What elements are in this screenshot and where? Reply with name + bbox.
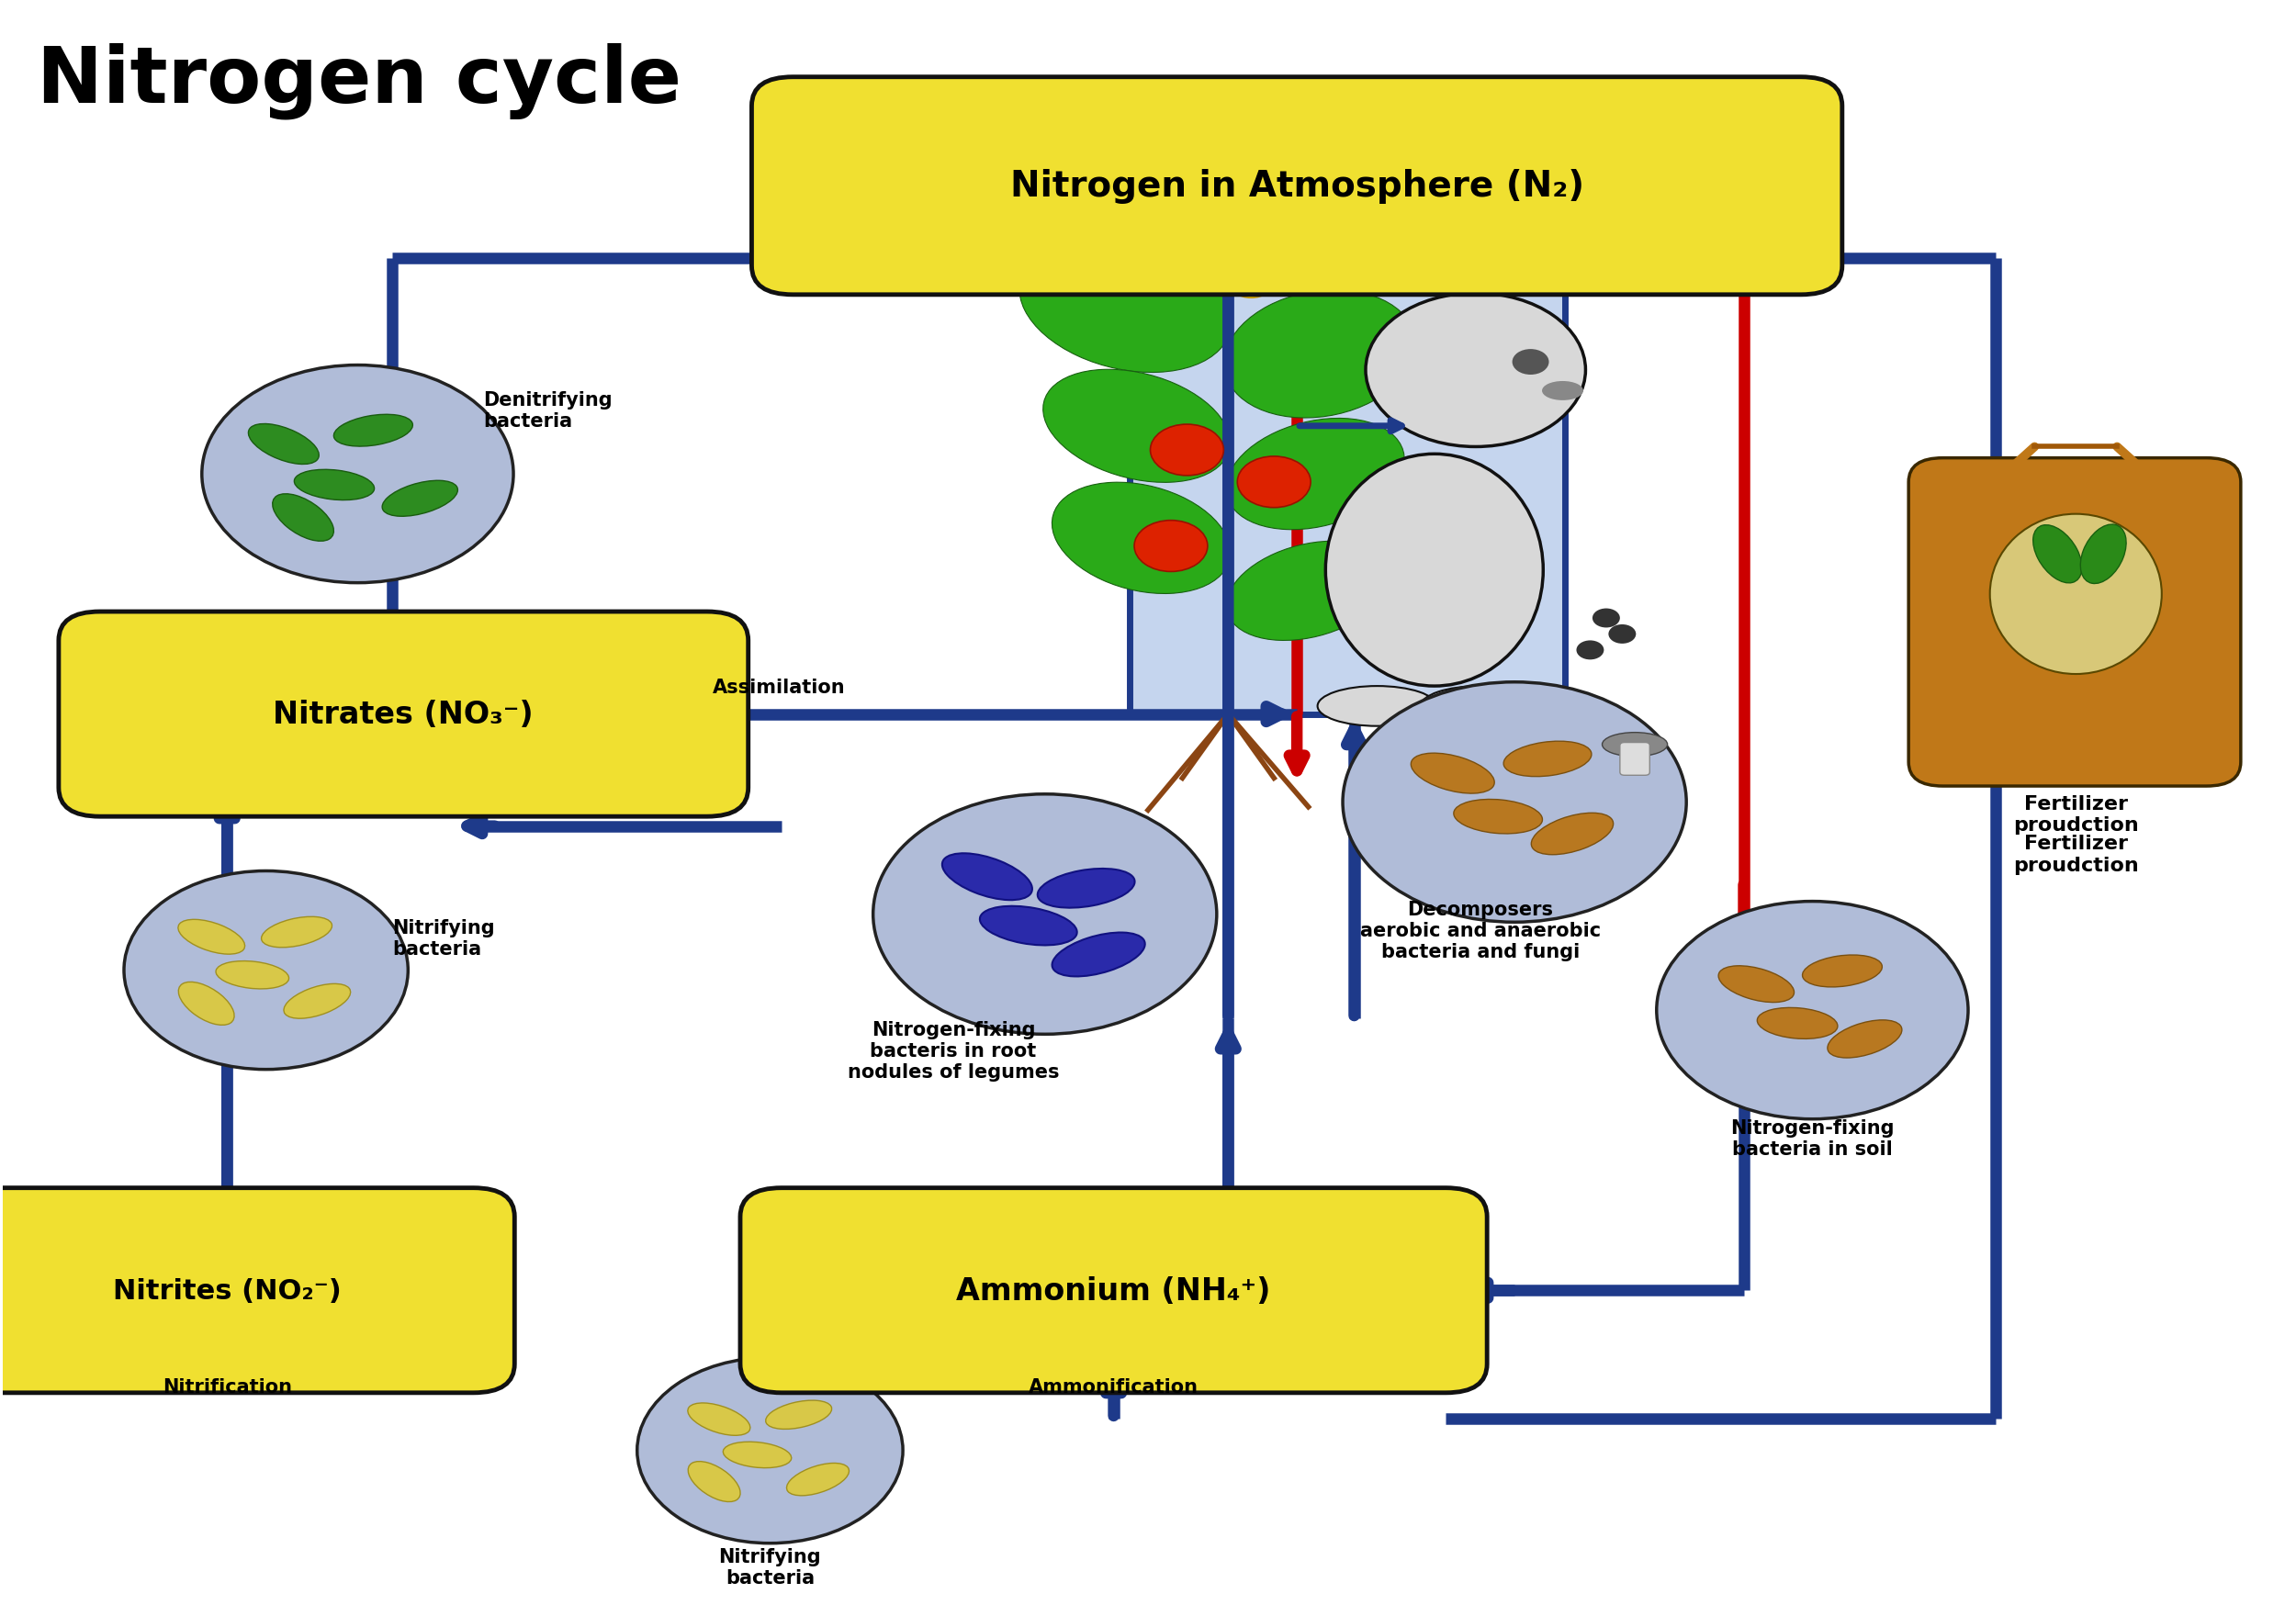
Text: Nitrates (NO₃⁻): Nitrates (NO₃⁻): [273, 700, 533, 730]
Circle shape: [202, 366, 514, 583]
Circle shape: [1150, 425, 1224, 477]
Circle shape: [1513, 350, 1550, 376]
Ellipse shape: [765, 1401, 831, 1428]
Ellipse shape: [1453, 799, 1543, 835]
Circle shape: [872, 794, 1217, 1035]
Ellipse shape: [1042, 371, 1231, 483]
Circle shape: [1577, 640, 1605, 660]
Ellipse shape: [294, 470, 374, 501]
Text: Assimilation: Assimilation: [712, 679, 845, 697]
Ellipse shape: [980, 907, 1077, 945]
Ellipse shape: [1531, 814, 1614, 855]
Ellipse shape: [285, 984, 351, 1019]
Ellipse shape: [941, 854, 1033, 900]
Text: Nitrifying
bacteria: Nitrifying bacteria: [719, 1547, 822, 1587]
Ellipse shape: [2080, 525, 2126, 584]
FancyBboxPatch shape: [60, 612, 748, 817]
Circle shape: [1593, 608, 1621, 628]
Ellipse shape: [333, 416, 413, 446]
Ellipse shape: [1476, 175, 1522, 268]
Circle shape: [1343, 682, 1685, 923]
Ellipse shape: [1802, 955, 1883, 987]
Ellipse shape: [248, 424, 319, 465]
Circle shape: [1134, 522, 1208, 571]
Text: Decomposers
aerobic and anaerobic
bacteria and fungi: Decomposers aerobic and anaerobic bacter…: [1359, 900, 1600, 961]
Text: Nitrites (NO₂⁻): Nitrites (NO₂⁻): [113, 1278, 342, 1303]
Ellipse shape: [216, 961, 289, 989]
Ellipse shape: [273, 494, 333, 541]
Circle shape: [636, 1358, 902, 1544]
Ellipse shape: [723, 1441, 792, 1469]
Circle shape: [1238, 457, 1311, 509]
FancyBboxPatch shape: [1908, 459, 2241, 786]
Text: Nitrifying
bacteria: Nitrifying bacteria: [393, 918, 494, 958]
Text: Ammonium (NH₄⁺): Ammonium (NH₄⁺): [957, 1276, 1272, 1305]
Text: Denitrifying
bacteria: Denitrifying bacteria: [484, 390, 613, 430]
Text: Nitrogen-fixing
bacteris in root
nodules of legumes: Nitrogen-fixing bacteris in root nodules…: [847, 1021, 1058, 1080]
Ellipse shape: [1226, 542, 1389, 640]
Ellipse shape: [1412, 754, 1495, 794]
Ellipse shape: [1421, 687, 1541, 727]
Ellipse shape: [1828, 1021, 1901, 1058]
Ellipse shape: [1038, 868, 1134, 908]
Text: Nitrogen in Atmosphere (N₂): Nitrogen in Atmosphere (N₂): [1010, 169, 1584, 204]
FancyBboxPatch shape: [1130, 258, 1566, 714]
Ellipse shape: [1318, 687, 1437, 727]
Ellipse shape: [1226, 419, 1405, 530]
Ellipse shape: [1603, 733, 1667, 758]
Text: Fertilizer
proudction: Fertilizer proudction: [2014, 794, 2138, 835]
Ellipse shape: [1543, 382, 1584, 401]
Ellipse shape: [689, 1462, 739, 1502]
Text: Nitrogen-fixing
bacteria in soil: Nitrogen-fixing bacteria in soil: [1731, 1119, 1894, 1159]
Text: Fertilizer
proudction: Fertilizer proudction: [2014, 835, 2138, 875]
Text: Nitrification: Nitrification: [163, 1377, 292, 1396]
Ellipse shape: [1052, 483, 1231, 594]
Circle shape: [124, 872, 409, 1069]
Ellipse shape: [1325, 454, 1543, 687]
Circle shape: [1658, 902, 1968, 1119]
Ellipse shape: [788, 1464, 850, 1496]
Ellipse shape: [179, 920, 246, 955]
Ellipse shape: [1717, 966, 1793, 1003]
Ellipse shape: [1486, 188, 1511, 255]
Ellipse shape: [1019, 241, 1231, 372]
Ellipse shape: [1424, 180, 1469, 273]
Ellipse shape: [1756, 1008, 1837, 1038]
Ellipse shape: [262, 916, 333, 949]
Text: Ammonification: Ammonification: [1029, 1377, 1199, 1396]
Ellipse shape: [1052, 933, 1146, 977]
Text: Nitrogen cycle: Nitrogen cycle: [37, 43, 682, 119]
Ellipse shape: [1504, 742, 1591, 777]
FancyBboxPatch shape: [0, 1188, 514, 1393]
Ellipse shape: [381, 481, 457, 517]
Ellipse shape: [1991, 515, 2163, 674]
Ellipse shape: [1224, 291, 1417, 419]
Circle shape: [1366, 294, 1587, 448]
FancyBboxPatch shape: [751, 77, 1841, 295]
Ellipse shape: [2032, 525, 2082, 584]
Circle shape: [1609, 624, 1637, 644]
Ellipse shape: [689, 1403, 751, 1435]
FancyBboxPatch shape: [1621, 743, 1651, 775]
FancyBboxPatch shape: [739, 1188, 1488, 1393]
Circle shape: [1228, 266, 1274, 299]
Ellipse shape: [1433, 193, 1458, 260]
Ellipse shape: [179, 982, 234, 1026]
